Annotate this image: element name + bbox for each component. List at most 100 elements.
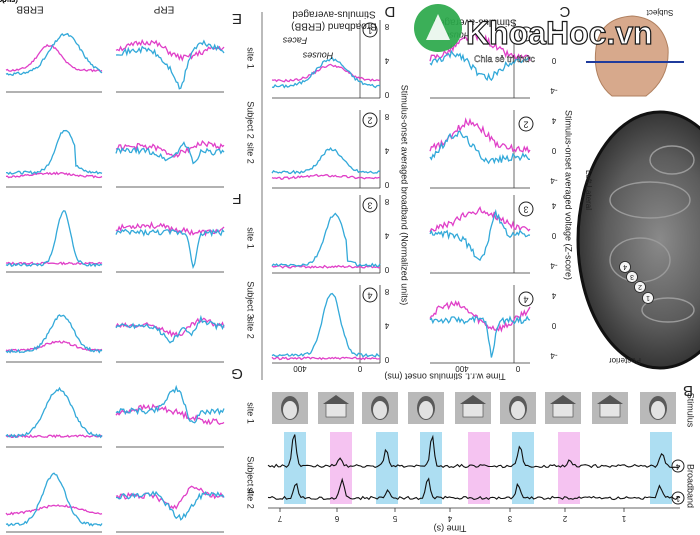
erp-houses-trace [115,140,225,158]
watermark: KhoaHoc.vn Chia sẻ tri thức [414,4,653,64]
erbb-faces-trace [5,32,103,77]
face-skin [651,401,665,419]
time-axis-label: Time (ms) [0,0,18,4]
stimulus-band [468,432,490,504]
y-tick: 0 [551,56,556,65]
panel-c-faces-trace [429,315,531,358]
time-axis-label: Time (ms) [0,0,18,4]
panel-c-ylabel: Stimulus-onset averaged voltage (Z-score… [564,110,574,280]
erp-houses-trace [115,38,225,62]
erbb-faces-trace [5,210,103,268]
tick-400: 400 [0,0,7,4]
broadband-trace [267,434,681,469]
site-number: 4 [367,291,372,301]
panel-d-faces-trace [271,212,381,268]
stimulus-band [284,432,306,504]
site-label: site 2 [246,487,256,509]
tick-zero: 0 [0,0,3,4]
watermark-text: KhoaHoc.vn [466,15,653,51]
time-axis-label: Time (ms) [0,0,18,4]
site-label: site 1 [246,227,256,249]
time-axis-label: Time (ms) [0,0,18,4]
stimulus-row-label: Stimulus [686,393,696,428]
tick-zero: 0 [515,364,520,373]
y-tick: 8 [384,22,389,31]
panel-letter-E: E [232,10,242,27]
time-axis-label: Time (ms) [0,0,18,4]
electrode-marker [619,261,631,273]
stimulus-band [558,432,580,504]
subject-thumb-label: Subject [646,8,673,17]
panel-c-houses-trace [429,300,531,333]
panel-c-houses-trace [429,206,531,233]
y-tick: -4 [550,176,558,185]
channel-circle [671,459,685,473]
y-tick: 4 [551,26,556,35]
y-tick: 0 [551,146,556,155]
panel-d-houses-trace [271,173,381,181]
tick-400: 400 [0,0,7,4]
site-number: 1 [367,26,372,36]
panel-d-faces-trace [271,292,381,358]
tick-400: 400 [0,0,7,4]
tick-zero: 0 [0,0,3,4]
face-skin [511,401,525,419]
site-number-circle [518,291,534,307]
site-number: 2 [523,120,528,130]
panel-c-faces-trace [429,208,531,262]
tick-400: 400 [455,364,469,373]
house-body [552,402,574,418]
erp-houses-trace [115,485,225,510]
y-tick: 8 [384,197,389,206]
tick-zero: 0 [0,0,3,4]
time-tick-label: 7 [277,514,282,523]
electrode-number: 3 [630,273,634,280]
stimulus-band [376,432,398,504]
watermark-tagline: Chia sẻ tri thức [474,54,536,64]
tick-400: 400 [0,0,7,4]
brain-gyrus [641,297,695,323]
electrode-number: 4 [623,263,627,270]
y-tick: 4 [384,56,389,65]
y-tick: 0 [384,180,389,189]
time-axis-label: Time (ms) [0,0,18,4]
erp-faces-trace [115,141,225,165]
house-body [462,402,484,418]
time-axis-label: Time (ms) [0,0,18,4]
channel-circle [671,491,685,505]
tick-zero: 0 [0,0,3,4]
tick-400: 400 [0,0,7,4]
y-tick: -4 [550,261,558,270]
erbb-faces-trace [5,472,103,527]
time-axis-label: Time (ms) [0,0,18,4]
tick-400: 400 [0,0,7,4]
time-tick-label: 1 [621,514,626,523]
site-number-circle [518,201,534,217]
panel-letter-D: D [384,3,395,20]
erp-column-title: ERP [153,3,174,14]
y-tick: 4 [551,291,556,300]
tick-400: 400 [0,0,7,4]
site-label: site 2 [246,142,256,164]
stimulus-band [512,432,534,504]
erbb-faces-trace [5,314,103,354]
tick-zero: 0 [0,0,3,4]
erp-houses-trace [115,403,225,426]
erbb-houses-trace [5,43,103,73]
panel-c-faces-trace [429,130,530,165]
erp-faces-trace [116,490,225,521]
site-number: 4 [523,295,528,305]
house-roof [323,395,349,404]
tick-400: 400 [0,0,7,4]
tick-400: 400 [0,0,7,4]
erbb-houses-trace [5,504,103,516]
y-tick: 0 [551,321,556,330]
subject-label: Subject 4 [246,456,256,494]
tick-400: 400 [0,0,7,4]
skull-outline [576,110,700,370]
time-tick-label: 4 [447,514,452,523]
panel-d-houses-trace [271,356,381,361]
tick-zero: 0 [0,0,3,4]
erbb-houses-trace [5,340,103,353]
